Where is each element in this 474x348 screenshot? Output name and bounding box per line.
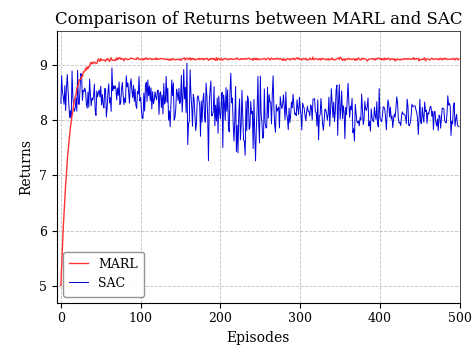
SAC (184, 61, 190, 65)
SAC (58, 101, 64, 105)
Title: Comparison of Returns between MARL and SAC: Comparison of Returns between MARL and S… (55, 11, 462, 29)
SAC (448, 133, 454, 137)
MARL (295, 57, 301, 61)
MARL (447, 57, 453, 61)
MARL (456, 57, 462, 61)
SAC (248, 100, 254, 104)
MARL (58, 284, 64, 288)
MARL (385, 56, 391, 61)
SAC (456, 125, 462, 129)
SAC (297, 95, 302, 99)
Line: MARL: MARL (61, 57, 459, 286)
X-axis label: Episodes: Episodes (227, 331, 290, 345)
Y-axis label: Returns: Returns (19, 139, 34, 195)
MARL (249, 57, 255, 61)
SAC (275, 107, 281, 111)
Legend: MARL, SAC: MARL, SAC (63, 252, 144, 296)
Line: SAC: SAC (61, 63, 459, 161)
MARL (273, 57, 279, 61)
MARL (310, 55, 316, 59)
SAC (253, 159, 258, 163)
SAC (250, 147, 256, 151)
SAC (386, 102, 392, 106)
MARL (247, 57, 253, 61)
